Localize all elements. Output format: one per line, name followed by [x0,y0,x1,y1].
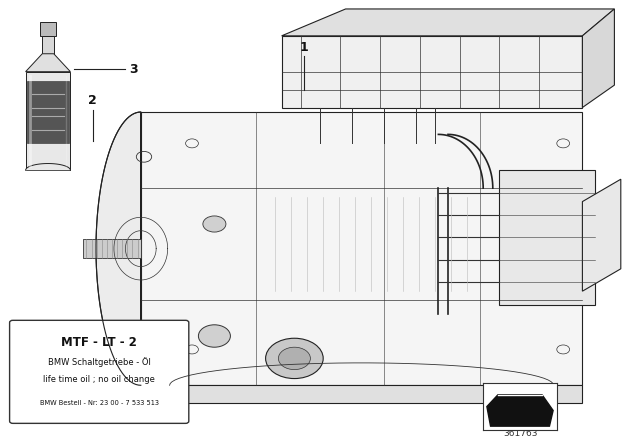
Circle shape [278,347,310,370]
Text: 2: 2 [88,94,97,108]
Polygon shape [141,385,582,403]
Text: 3: 3 [129,63,138,76]
Polygon shape [499,170,595,305]
FancyBboxPatch shape [10,320,189,423]
Text: BMW Schaltgetriebe - Öl: BMW Schaltgetriebe - Öl [48,357,150,367]
Polygon shape [141,112,582,385]
Circle shape [266,338,323,379]
Polygon shape [40,22,56,36]
Text: 361763: 361763 [503,429,538,438]
Polygon shape [582,179,621,291]
Polygon shape [282,9,614,36]
Polygon shape [42,36,54,54]
Text: 1: 1 [300,40,308,54]
Polygon shape [582,9,614,108]
Polygon shape [26,54,70,72]
Polygon shape [27,81,69,143]
Text: life time oil ; no oil change: life time oil ; no oil change [44,375,155,384]
Polygon shape [282,36,582,108]
Text: BMW Bestell - Nr: 23 00 - 7 533 513: BMW Bestell - Nr: 23 00 - 7 533 513 [40,401,159,406]
Polygon shape [96,112,141,385]
Circle shape [203,216,226,232]
Text: MTF - LT - 2: MTF - LT - 2 [61,336,137,349]
Circle shape [198,325,230,347]
Polygon shape [26,72,70,170]
